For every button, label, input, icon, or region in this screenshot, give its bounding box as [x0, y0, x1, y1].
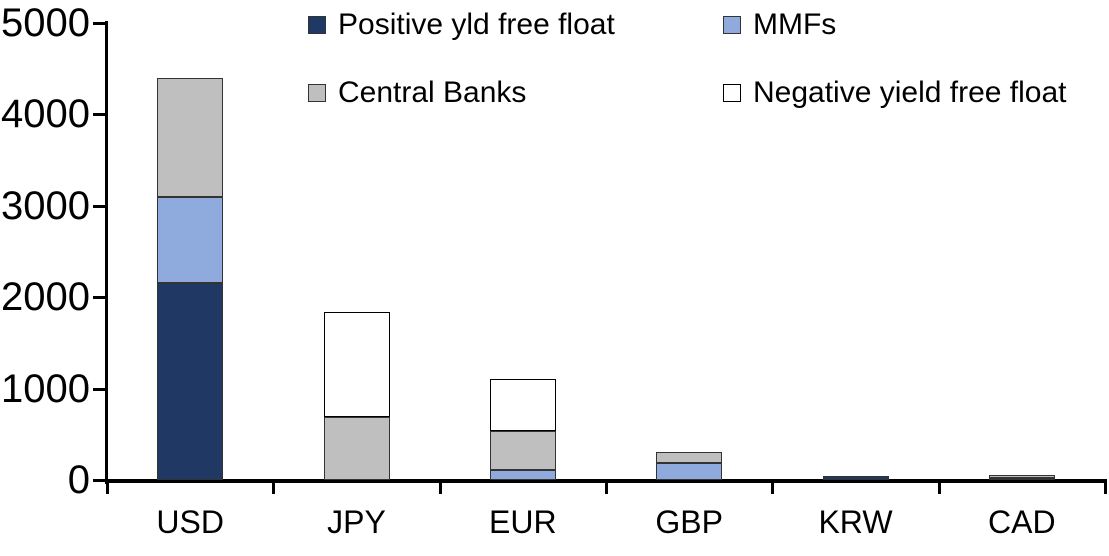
- y-axis-tick-label: 5000: [1, 1, 90, 45]
- x-axis-tick: [1104, 479, 1107, 494]
- legend-label: Positive yld free float: [338, 8, 615, 41]
- x-axis-category-label: CAD: [988, 504, 1056, 540]
- x-axis-tick: [771, 479, 775, 494]
- bar-segment-positive-yld-free-float-cad: [988, 477, 1055, 480]
- y-axis-tick: [93, 113, 107, 117]
- bar-segment-positive-yld-free-float-krw: [822, 476, 889, 480]
- legend-label: Central Banks: [338, 76, 527, 109]
- x-axis-tick: [106, 479, 109, 494]
- legend-swatch-icon: [308, 84, 326, 102]
- y-axis-tick-label: 3000: [1, 183, 90, 228]
- x-axis-category-label: USD: [156, 504, 224, 540]
- bar-segment-central-banks-gbp: [656, 451, 723, 463]
- legend-label: MMFs: [753, 8, 837, 41]
- y-axis-line: [105, 21, 108, 484]
- x-axis-tick: [605, 479, 608, 494]
- x-axis-category-label: GBP: [655, 504, 723, 540]
- y-axis-tick: [93, 22, 107, 25]
- y-axis-tick-label: 1000: [1, 366, 90, 411]
- legend-item-positive-yld-free-float: Positive yld free float: [308, 8, 615, 42]
- bar-segment-mmfs-eur: [489, 469, 556, 480]
- y-axis-tick: [93, 479, 107, 482]
- legend-swatch-icon: [723, 84, 741, 102]
- x-axis-category-label: KRW: [818, 504, 893, 540]
- legend-item-mmfs: MMFs: [723, 8, 836, 42]
- bar-segment-central-banks-usd: [157, 77, 224, 197]
- y-axis-tick: [93, 296, 107, 300]
- legend-swatch-icon: [308, 16, 326, 34]
- x-axis-tick: [438, 479, 442, 494]
- bar-segment-negative-yield-free-float-eur: [489, 379, 556, 431]
- bar-segment-negative-yield-free-float-jpy: [323, 311, 390, 417]
- x-axis-tick: [272, 479, 276, 494]
- legend-swatch-icon: [723, 16, 741, 34]
- x-axis-tick: [937, 479, 941, 494]
- bar-segment-central-banks-jpy: [323, 416, 390, 480]
- x-axis-category-label: EUR: [489, 504, 557, 540]
- y-axis-tick-label: 2000: [1, 275, 90, 320]
- bar-segment-mmfs-usd: [157, 196, 224, 284]
- x-axis-category-label: JPY: [327, 504, 386, 540]
- bar-segment-central-banks-cad: [988, 474, 1055, 478]
- y-axis-tick: [93, 387, 107, 391]
- bar-segment-central-banks-eur: [489, 430, 556, 470]
- y-axis-tick-label: 0: [67, 458, 90, 502]
- y-axis-tick: [93, 204, 107, 208]
- legend-item-central-banks: Central Banks: [308, 76, 526, 110]
- bar-segment-mmfs-gbp: [656, 462, 723, 480]
- legend-item-negative-yield-free-float: Negative yield free float: [723, 76, 1067, 110]
- bar-segment-positive-yld-free-float-usd: [157, 283, 224, 480]
- y-axis-tick-label: 4000: [1, 92, 90, 137]
- legend-label: Negative yield free float: [753, 76, 1067, 109]
